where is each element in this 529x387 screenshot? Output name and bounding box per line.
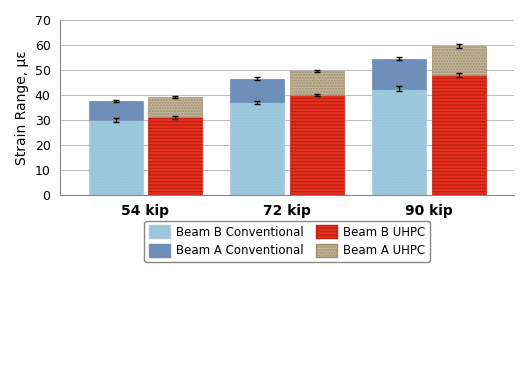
Bar bbox=[231, 79, 284, 102]
Bar bbox=[148, 98, 202, 117]
Bar bbox=[432, 46, 486, 75]
Bar bbox=[290, 71, 344, 95]
Bar bbox=[290, 95, 344, 195]
Bar bbox=[89, 101, 142, 120]
Bar bbox=[432, 75, 486, 195]
Bar bbox=[148, 117, 202, 195]
Bar bbox=[89, 120, 142, 195]
Bar bbox=[231, 102, 284, 195]
Bar bbox=[372, 89, 426, 195]
Y-axis label: Strain Range, με: Strain Range, με bbox=[15, 50, 29, 165]
Legend: Beam B Conventional, Beam A Conventional, Beam B UHPC, Beam A UHPC: Beam B Conventional, Beam A Conventional… bbox=[144, 221, 430, 262]
Bar bbox=[372, 59, 426, 89]
